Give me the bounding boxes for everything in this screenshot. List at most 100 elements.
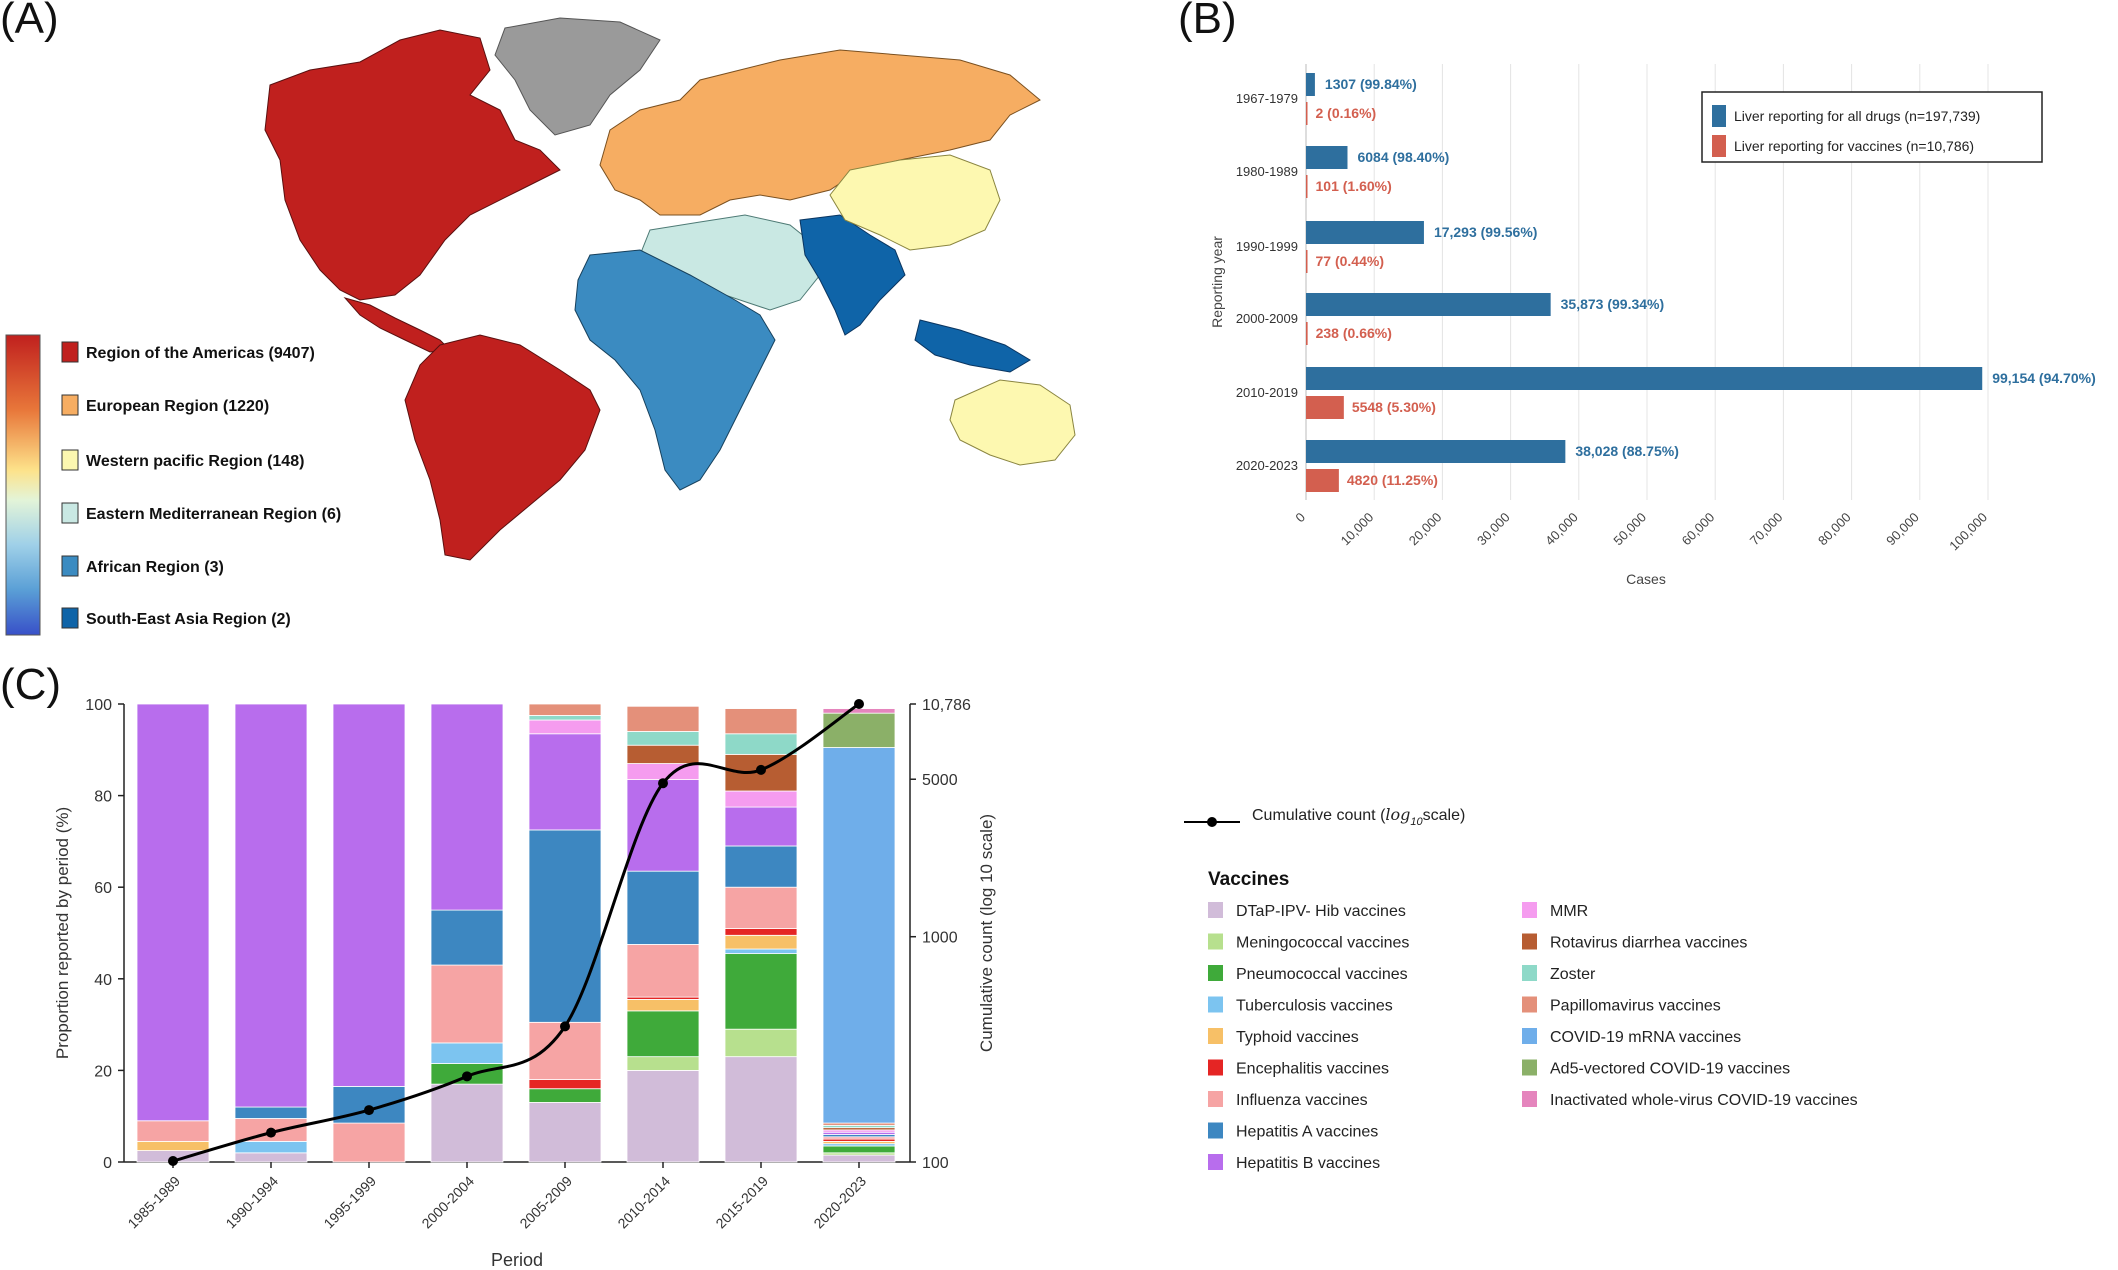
panel-b-data-label-vaccines: 4820 (11.25%) (1347, 472, 1438, 488)
panel-c-bar-segment (332, 703, 406, 1087)
panel-c-legend-title: Vaccines (1208, 869, 1289, 890)
panel-c-bar-segment (332, 1086, 406, 1124)
panel-b-xtick: 80,000 (1815, 510, 1854, 549)
panel-b-category-label: 1980-1989 (1236, 164, 1298, 179)
panel-c-cumulative-point (658, 778, 668, 789)
panel-c-bar-segment (626, 944, 700, 998)
panel-c-legend-swatch (1522, 996, 1537, 1013)
panel-c-bar-segment (626, 1070, 700, 1163)
panel-c-bar-segment (724, 1028, 798, 1058)
panel-c-bar-segment (822, 747, 896, 1124)
panel-c-bar-segment (528, 703, 602, 716)
panel-c-xtick: 2000-2004 (418, 1173, 477, 1232)
panel-c-legend-label: Zoster (1550, 966, 1596, 983)
panel-b-category-label: 1990-1999 (1236, 239, 1298, 254)
panel-b-legend-swatch (1712, 135, 1726, 157)
panel-b-xtick: 10,000 (1338, 510, 1377, 549)
map-legend-label: Eastern Mediterranean Region (6) (86, 506, 341, 523)
panel-c-legend-swatch (1208, 1154, 1223, 1170)
panel-b-data-label-all-drugs: 38,028 (88.75%) (1575, 443, 1679, 459)
panel-c-bar-segment (626, 779, 700, 872)
panel-c-bar-segment (724, 953, 798, 1030)
panel-c-bar-segment (724, 790, 798, 808)
panel-b-bar-vaccines (1306, 175, 1308, 198)
map-legend-swatch (61, 449, 79, 471)
panel-c-xtick: 1985-1989 (124, 1173, 183, 1232)
panel-c-line-legend-marker (1207, 817, 1217, 827)
panel-c-bar-segment (234, 1106, 308, 1119)
panel-c-legend-swatch (1522, 965, 1537, 981)
panel-c-bar-segment (136, 1120, 210, 1142)
panel-c-bar-segment (822, 708, 896, 714)
panel-b-xtick: 0 (1292, 510, 1308, 526)
panel-c-y2tick: 5000 (922, 772, 958, 789)
panel-b-xtick: 50,000 (1610, 510, 1649, 549)
panel-b-xtick: 70,000 (1747, 510, 1786, 549)
panel-c-legend-label: Rotavirus diarrhea vaccines (1550, 935, 1747, 952)
panel-c-cumulative-point (462, 1071, 472, 1082)
panel-c-cumulative-point (266, 1127, 276, 1138)
map-legend-swatch (61, 502, 79, 524)
panel-c-line-legend-label: Cumulative count (log10scale) (1252, 805, 1465, 828)
panel-c-xtick: 1995-1999 (320, 1173, 379, 1232)
panel-c-bar-segment (724, 1056, 798, 1163)
panel-c-bar-segment (528, 1088, 602, 1103)
panel-c-legend-label: Influenza vaccines (1236, 1092, 1368, 1109)
panel-b-data-label-all-drugs: 1307 (99.84%) (1325, 76, 1417, 92)
panel-c-legend-swatch (1208, 996, 1223, 1013)
panel-c-legend-label: Hepatitis B vaccines (1236, 1155, 1380, 1172)
world-map (264, 17, 1076, 561)
panel-c-ylabel: Proportion reported by period (%) (53, 807, 72, 1059)
panel-b-bar-all-drugs (1306, 440, 1566, 463)
panel-c-legend-label: Tuberculosis vaccines (1236, 998, 1393, 1015)
panel-c-legend-label: Inactivated whole-virus COVID-19 vaccine… (1550, 1092, 1858, 1109)
panel-c-legend-swatch (1208, 1122, 1223, 1139)
panel-c-ytick: 20 (94, 1063, 112, 1080)
panel-c-legend-label: Papillomavirus vaccines (1550, 998, 1721, 1015)
panel-label-b: (B) (1178, 0, 1237, 43)
map-region-south-east-asia (799, 214, 906, 336)
panel-c-legend-swatch (1522, 1059, 1537, 1076)
panel-c-bar-segment (724, 845, 798, 888)
map-region-americas-south (404, 334, 601, 561)
panel-c-legend-label: Encephalitis vaccines (1236, 1061, 1389, 1078)
panel-c-legend-swatch (1208, 965, 1223, 981)
map-legend-label: South-East Asia Region (2) (86, 611, 291, 628)
map-region-south-east-asia-islands (914, 319, 1031, 373)
map-legend-label: African Region (3) (86, 559, 224, 576)
map-legend-label: Region of the Americas (9407) (86, 345, 315, 362)
panel-c-ytick: 60 (94, 880, 112, 897)
panel-b-data-label-vaccines: 5548 (5.30%) (1352, 399, 1436, 415)
panel-c-bar-segment (626, 744, 700, 764)
panel-b-category-label: 2020-2023 (1236, 458, 1298, 473)
panel-c-xtick: 1990-1994 (222, 1173, 281, 1232)
map-region-greenland (494, 17, 661, 136)
panel-c-bar-segment (822, 712, 896, 748)
panel-b-data-label-all-drugs: 6084 (98.40%) (1357, 149, 1449, 165)
panel-b-xtick: 30,000 (1474, 510, 1513, 549)
map-legend-swatch (61, 555, 79, 577)
panel-c-bar-segment (430, 964, 504, 1044)
panel-c-xlabel: Period (491, 1250, 543, 1270)
panel-c-stacked-chart: 0 20 40 60 80 100 1985-1989 1990-1994 1995-1999 2… (53, 697, 1858, 1270)
panel-c-cumulative-point (168, 1156, 178, 1167)
map-legend-swatch (61, 341, 79, 363)
panel-c-xtick: 2020-2023 (810, 1173, 869, 1232)
panel-b-legend (1701, 91, 2043, 163)
panel-c-bar-segment (136, 1140, 210, 1151)
map-region-europe (599, 49, 1041, 216)
panel-c-bar-segment (724, 928, 798, 936)
panel-c-legend-label: MMR (1550, 903, 1588, 920)
panel-b-legend-label: Liver reporting for all drugs (n=197,739… (1734, 108, 1980, 124)
map-legend-swatch (61, 607, 79, 629)
panel-c-y2label: Cumulative count (log 10 scale) (977, 814, 996, 1052)
panel-b-bar-chart: 0 10,000 20,000 30,000 40,000 50,000 60,000 70,… (1209, 64, 2096, 587)
map-region-americas-north (264, 29, 561, 301)
panel-c-bar-segment (528, 715, 602, 721)
panel-c-xtick: 2010-2014 (614, 1173, 673, 1232)
panel-c-bar-segment (724, 886, 798, 929)
panel-b-xtick: 90,000 (1883, 510, 1922, 549)
panel-b-category-label: 1967-1979 (1236, 91, 1298, 106)
panel-c-bar-segment (430, 909, 504, 966)
